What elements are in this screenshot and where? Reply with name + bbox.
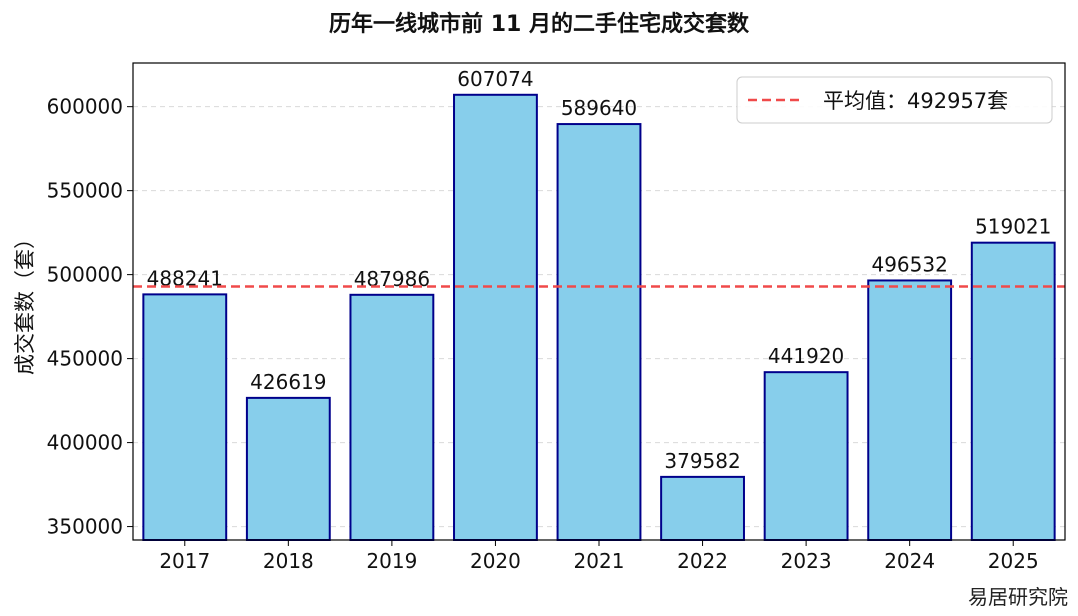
- x-tick-label: 2024: [884, 549, 935, 573]
- bar: [970, 241, 1056, 542]
- bar: [556, 123, 642, 542]
- data-label: 607074: [457, 67, 533, 91]
- bar: [763, 371, 849, 541]
- data-label: 496532: [871, 252, 947, 276]
- data-label: 379582: [664, 449, 740, 473]
- bar: [660, 475, 745, 541]
- y-tick-label: 550000: [47, 179, 123, 203]
- x-tick-label: 2023: [781, 549, 832, 573]
- bar: [453, 93, 538, 541]
- x-tick-label: 2020: [470, 549, 521, 573]
- y-axis-label: 成交套数（套）: [13, 228, 37, 375]
- legend-box: [736, 76, 1053, 124]
- watermark-text: 易居研究院: [968, 585, 1068, 609]
- bar: [349, 293, 435, 541]
- x-tick-label: 2017: [159, 549, 210, 573]
- data-label: 441920: [768, 344, 844, 368]
- bar: [245, 396, 331, 541]
- y-tick-label: 450000: [47, 347, 123, 371]
- x-tick-label: 2021: [574, 549, 625, 573]
- y-tick-label: 500000: [47, 263, 123, 287]
- bar: [142, 293, 228, 542]
- chart-title: 历年一线城市前 11 月的二手住宅成交套数: [329, 12, 749, 37]
- bar: [867, 279, 953, 541]
- x-tick-label: 2022: [677, 549, 728, 573]
- plot-frame: [132, 62, 1066, 541]
- y-tick-label: 350000: [47, 515, 123, 539]
- legend-label: 平均值：492957套: [823, 89, 1008, 113]
- x-tick-label: 2019: [366, 549, 417, 573]
- data-label: 589640: [561, 96, 637, 120]
- y-tick-label: 600000: [47, 95, 123, 119]
- x-tick-label: 2025: [988, 549, 1039, 573]
- y-tick-label: 400000: [47, 431, 123, 455]
- data-label: 519021: [975, 215, 1051, 239]
- x-tick-label: 2018: [263, 549, 314, 573]
- data-label: 426619: [250, 370, 326, 394]
